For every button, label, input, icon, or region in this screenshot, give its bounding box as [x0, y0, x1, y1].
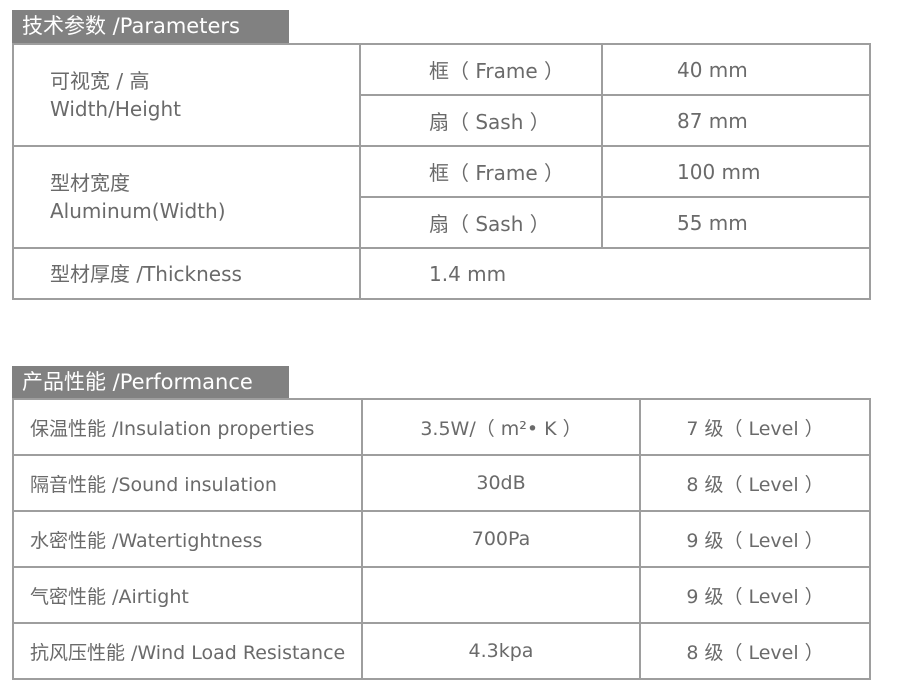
table-row: 水密性能 /Watertightness 700Pa 9 级（ Level ）	[12, 510, 871, 568]
performance-label: 水密性能 /Watertightness	[12, 510, 363, 568]
performance-label: 保温性能 /Insulation properties	[12, 398, 363, 456]
performance-level: 9 级（ Level ）	[639, 510, 871, 568]
performance-level: 7 级（ Level ）	[639, 398, 871, 456]
performance-value: 4.3kpa	[361, 622, 641, 680]
label-cn: 型材宽度	[50, 171, 130, 195]
thickness-value: 1.4 mm	[359, 247, 871, 300]
performance-value: 3.5W/（ m²• K ）	[361, 398, 641, 456]
sash-label: 扇（ Sash ）	[359, 94, 603, 147]
performance-value	[361, 566, 641, 624]
performance-table: 保温性能 /Insulation properties 3.5W/（ m²• K …	[12, 398, 871, 680]
table-row: 型材厚度 /Thickness 1.4 mm	[12, 247, 871, 300]
frame-label: 框（ Frame ）	[359, 145, 603, 198]
row-label: 可视宽 / 高 Width/Height	[12, 43, 361, 147]
performance-value: 30dB	[361, 454, 641, 512]
performance-heading: 产品性能 /Performance	[12, 366, 289, 399]
performance-label: 气密性能 /Airtight	[12, 566, 363, 624]
label-en: Aluminum(Width)	[50, 199, 226, 223]
performance-value: 700Pa	[361, 510, 641, 568]
table-row: 扇（ Sash ） 55 mm	[13, 196, 871, 249]
performance-level: 8 级（ Level ）	[639, 454, 871, 512]
table-row: 扇（ Sash ） 87 mm	[13, 94, 871, 147]
frame-label: 框（ Frame ）	[359, 43, 603, 96]
parameters-table: 可视宽 / 高 Width/Height 框（ Frame ） 40 mm 扇（ …	[12, 43, 871, 300]
sash-value: 55 mm	[601, 196, 871, 249]
thickness-label: 型材厚度 /Thickness	[12, 247, 361, 300]
table-row: 抗风压性能 /Wind Load Resistance 4.3kpa 8 级（ Le…	[12, 622, 871, 680]
table-row: 气密性能 /Airtight 9 级（ Level ）	[12, 566, 871, 624]
performance-level: 8 级（ Level ）	[639, 622, 871, 680]
performance-label: 抗风压性能 /Wind Load Resistance	[12, 622, 363, 680]
table-row: 可视宽 / 高 Width/Height 框（ Frame ） 40 mm	[12, 43, 871, 147]
row-label: 型材宽度 Aluminum(Width)	[12, 145, 361, 249]
table-row: 保温性能 /Insulation properties 3.5W/（ m²• K …	[12, 398, 871, 456]
frame-value: 100 mm	[601, 145, 871, 198]
performance-level: 9 级（ Level ）	[639, 566, 871, 624]
table-row: 隔音性能 /Sound insulation 30dB 8 级（ Level ）	[12, 454, 871, 512]
parameters-heading: 技术参数 /Parameters	[12, 10, 289, 43]
label-cn: 可视宽 / 高	[50, 69, 150, 93]
label-en: Width/Height	[50, 97, 181, 121]
performance-label: 隔音性能 /Sound insulation	[12, 454, 363, 512]
sash-value: 87 mm	[601, 94, 871, 147]
sash-label: 扇（ Sash ）	[359, 196, 603, 249]
table-row: 型材宽度 Aluminum(Width) 框（ Frame ） 100 mm	[12, 145, 871, 249]
frame-value: 40 mm	[601, 43, 871, 96]
